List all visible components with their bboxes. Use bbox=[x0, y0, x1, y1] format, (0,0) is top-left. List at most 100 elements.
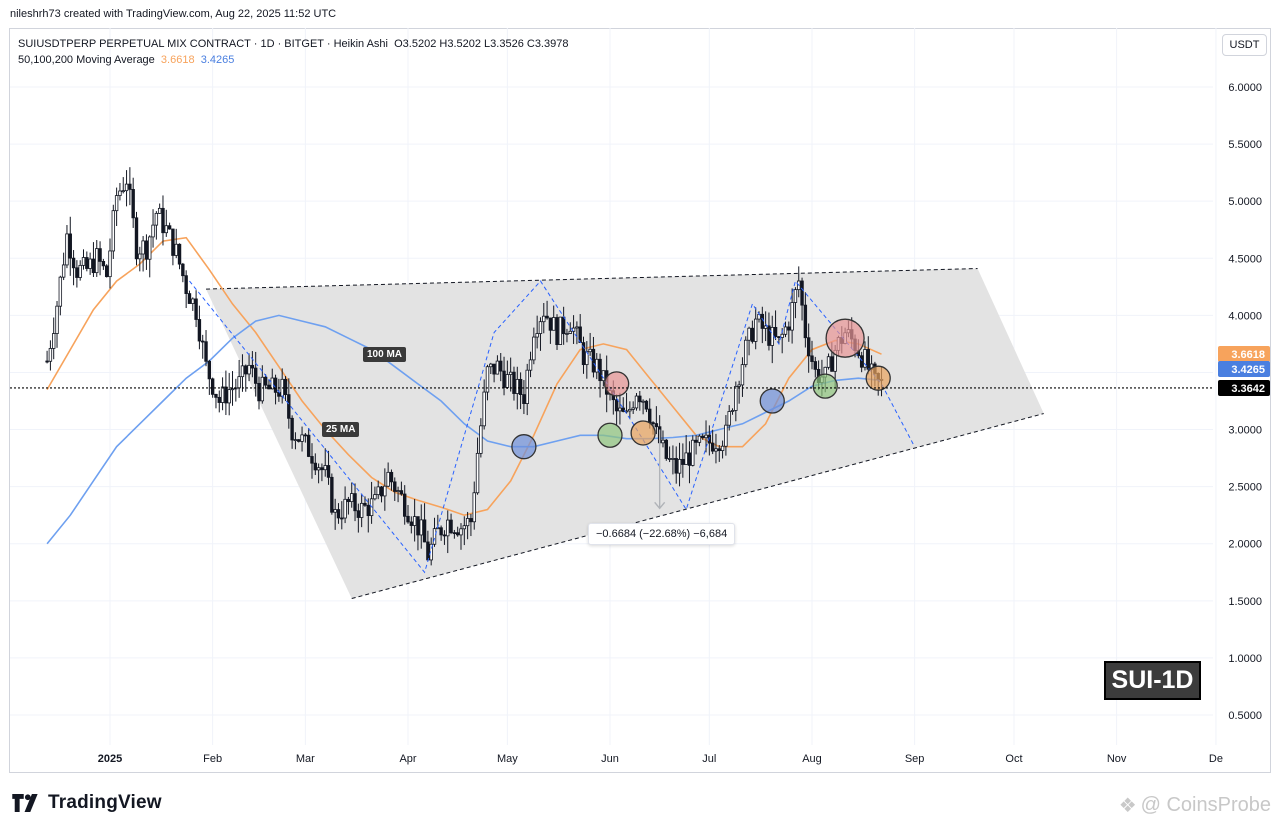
candle-body bbox=[552, 317, 556, 331]
candle-body bbox=[396, 490, 400, 493]
candle-body bbox=[326, 465, 331, 478]
candle-body bbox=[207, 360, 212, 380]
candle-body bbox=[58, 276, 63, 307]
x-tick-label: Oct bbox=[1005, 753, 1022, 765]
candle-body bbox=[800, 280, 804, 306]
price-label: 3.3642 bbox=[1231, 383, 1265, 395]
candle-body bbox=[220, 386, 225, 403]
channel-upper-line bbox=[206, 268, 978, 290]
candle-body bbox=[353, 493, 357, 512]
x-tick-label: Sep bbox=[905, 753, 925, 765]
candle-body bbox=[787, 326, 791, 331]
candle-body bbox=[710, 442, 715, 452]
candle-body bbox=[111, 210, 116, 252]
candle-body bbox=[773, 326, 778, 338]
candle-body bbox=[648, 408, 652, 423]
candle-body bbox=[300, 434, 304, 442]
candle-body bbox=[535, 333, 539, 338]
candle-body bbox=[164, 225, 168, 234]
candle-body bbox=[359, 502, 364, 518]
candle-body bbox=[618, 407, 622, 412]
x-tick-label: Nov bbox=[1107, 753, 1127, 765]
candle-body bbox=[297, 439, 301, 442]
candle-body bbox=[472, 492, 476, 523]
candle-body bbox=[393, 481, 397, 492]
watermark: ❖ @ CoinsProbe bbox=[1119, 793, 1271, 818]
tradingview-brand[interactable]: TradingView bbox=[12, 792, 162, 814]
candle-body bbox=[416, 516, 420, 536]
candle-body bbox=[432, 528, 437, 545]
legend-low: L3.3526 bbox=[484, 38, 524, 50]
candle-body bbox=[489, 363, 493, 368]
candle-body bbox=[783, 326, 788, 335]
candle-body bbox=[75, 267, 79, 278]
candle-body bbox=[323, 465, 327, 471]
candle-body bbox=[237, 376, 241, 389]
candle-body bbox=[197, 319, 202, 342]
candle-body bbox=[485, 366, 490, 393]
blue-ma-line bbox=[46, 314, 882, 545]
candle-body bbox=[247, 364, 251, 375]
legend-close: C3.3978 bbox=[526, 38, 569, 50]
candle-body bbox=[376, 486, 380, 496]
y-tick-label: 5.5000 bbox=[1228, 139, 1262, 151]
candle-body bbox=[389, 471, 394, 483]
candle-body bbox=[532, 336, 536, 361]
legend-ma-label[interactable]: 50,100,200 Moving Average bbox=[18, 54, 155, 66]
measure-label: −0.6684 (−22.68%) −6,684 bbox=[588, 523, 736, 545]
candle-body bbox=[654, 423, 659, 428]
candle-body bbox=[230, 388, 235, 391]
legend-ma-blue: 3.4265 bbox=[200, 54, 235, 66]
top-bar: nileshrh73 created with TradingView.com,… bbox=[0, 0, 1281, 28]
signal-marker bbox=[759, 388, 785, 414]
candle-body bbox=[548, 317, 553, 331]
candle-body bbox=[638, 395, 642, 403]
candle-body bbox=[482, 391, 486, 427]
candle-body bbox=[545, 315, 549, 319]
candle-body bbox=[753, 318, 758, 342]
candle-body bbox=[499, 360, 503, 372]
candle-body bbox=[177, 243, 182, 265]
y-tick-label: 0.5000 bbox=[1228, 710, 1262, 722]
candle-body bbox=[505, 374, 510, 388]
candle-body bbox=[446, 519, 450, 537]
x-tick-label: Apr bbox=[399, 753, 416, 765]
y-tick-label: 1.0000 bbox=[1228, 653, 1262, 665]
candle-body bbox=[542, 315, 546, 323]
candle-body bbox=[644, 400, 649, 410]
y-tick-label: 4.5000 bbox=[1228, 253, 1262, 265]
candle-body bbox=[525, 369, 529, 404]
candle-body bbox=[124, 183, 129, 192]
candle-body bbox=[429, 543, 433, 561]
candle-body bbox=[336, 509, 341, 519]
candle-body bbox=[201, 340, 205, 343]
candle-body bbox=[403, 493, 407, 517]
chart-legend: SUIUSDTPERP PERPETUAL MIX CONTRACT · 1D … bbox=[18, 36, 568, 68]
legend-symbol[interactable]: SUIUSDTPERP PERPETUAL MIX CONTRACT · 1D … bbox=[18, 38, 388, 50]
candle-body bbox=[333, 509, 337, 513]
candle-body bbox=[379, 486, 384, 497]
currency-button[interactable]: USDT bbox=[1222, 34, 1267, 56]
candle-body bbox=[810, 355, 814, 362]
candle-body bbox=[121, 190, 125, 193]
candle-body bbox=[455, 532, 460, 536]
price-label: 3.6618 bbox=[1231, 349, 1265, 361]
candle-body bbox=[734, 386, 738, 411]
candle-body bbox=[151, 224, 155, 238]
candle-body bbox=[316, 467, 321, 471]
candle-body bbox=[191, 298, 195, 304]
candle-body bbox=[614, 399, 619, 412]
candle-body bbox=[81, 257, 86, 266]
candle-body bbox=[267, 384, 271, 390]
candle-body bbox=[45, 360, 49, 363]
y-tick-label: 3.0000 bbox=[1228, 425, 1262, 437]
candle-body bbox=[826, 356, 831, 368]
candle-body bbox=[628, 408, 632, 412]
candle-body bbox=[340, 517, 344, 520]
measure-arrow-head bbox=[654, 501, 666, 510]
candle-body bbox=[777, 336, 781, 339]
price-label-bg bbox=[1218, 360, 1270, 377]
candle-body bbox=[224, 386, 228, 404]
candle-body bbox=[750, 327, 755, 342]
